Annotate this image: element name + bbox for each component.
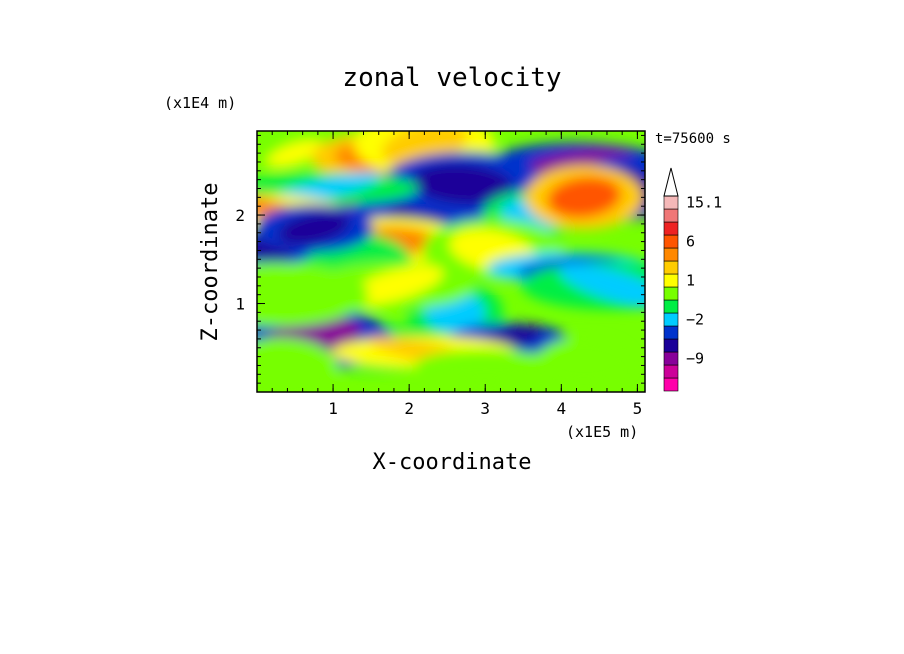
colorbar-swatch — [663, 208, 679, 223]
colorbar-label: −2 — [686, 311, 704, 329]
colorbar-swatch — [663, 273, 679, 288]
colorbar-swatch — [663, 325, 679, 340]
colorbar-swatch — [663, 247, 679, 262]
plot-frame — [256, 130, 646, 393]
x-tick-label: 4 — [556, 399, 566, 418]
colorbar-swatch — [663, 221, 679, 236]
field-feature — [257, 347, 316, 392]
colorbar-swatch — [663, 234, 679, 249]
colorbar-label: 15.1 — [686, 194, 722, 212]
y-axis-label: Z-coordinate — [198, 183, 223, 342]
time-label: t=75600 s — [655, 131, 731, 147]
colorbar-swatch — [663, 260, 679, 275]
x-scale-label: (x1E5 m) — [566, 423, 638, 441]
field-feature — [266, 139, 324, 168]
colorbar-label: −9 — [686, 350, 704, 368]
x-axis: 1 2 3 4 5 — [271, 131, 643, 418]
colorbar-swatch — [663, 195, 679, 210]
colorbar-swatch — [663, 351, 679, 366]
colorbar-swatch — [663, 338, 679, 353]
y-tick-label: 1 — [235, 295, 245, 314]
colorbar-swatch — [663, 299, 679, 314]
chart-title: zonal velocity — [342, 63, 561, 93]
y-axis: 12 — [235, 134, 645, 384]
x-tick-label: 3 — [480, 399, 490, 418]
colorbar: 15.1 6 1 −2 −9 — [663, 167, 722, 392]
x-tick-label: 2 — [404, 399, 414, 418]
colorbar-label: 1 — [686, 272, 695, 290]
x-axis-label: X-coordinate — [373, 450, 532, 475]
y-tick-label: 2 — [235, 206, 245, 225]
field-feature — [344, 265, 444, 306]
field-feature — [277, 211, 351, 245]
colorbar-label: 6 — [686, 233, 695, 251]
colorbar-swatch — [663, 364, 679, 379]
field-feature — [257, 273, 334, 316]
y-scale-label: (x1E4 m) — [164, 94, 236, 112]
colorbar-swatch — [663, 312, 679, 327]
x-tick-label: 5 — [633, 399, 643, 418]
field-feature — [547, 176, 621, 218]
heatmap-field — [257, 131, 645, 392]
colorbar-extension-arrow — [663, 167, 679, 197]
field-feature — [554, 345, 615, 377]
field-feature — [411, 163, 514, 205]
field-feature — [558, 263, 645, 309]
field-feature — [441, 355, 530, 376]
colorbar-swatch — [663, 286, 679, 301]
x-tick-label: 1 — [328, 399, 338, 418]
colorbar-swatch — [663, 377, 679, 392]
